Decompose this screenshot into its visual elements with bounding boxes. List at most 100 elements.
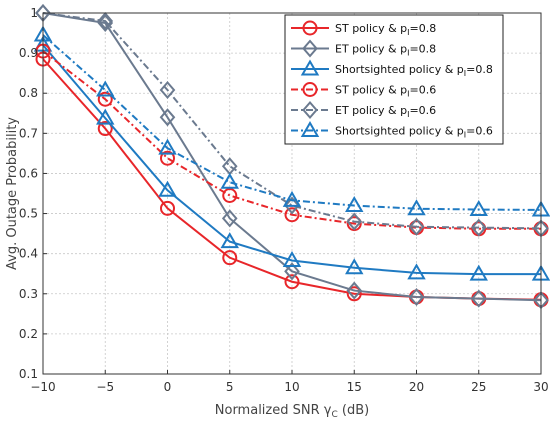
legend-label-main: ET policy & p	[335, 104, 407, 117]
legend-label: Shortsighted policy & pI=0.6	[335, 125, 493, 140]
legend-label: ST policy & pI=0.6	[335, 84, 436, 99]
data-point-marker	[220, 172, 239, 189]
series-line	[42, 34, 542, 211]
legend-entry: ST policy & pI=0.8	[291, 20, 436, 37]
legend-label-tail: =0.6	[410, 84, 437, 97]
legend-label-subscript: I	[464, 69, 466, 78]
y-axis-label: Avg. Outage Probability	[5, 117, 20, 270]
data-point-marker	[408, 287, 425, 307]
y-tick-label: 1	[30, 6, 38, 20]
data-point-marker	[470, 289, 487, 308]
legend-label-subscript: I	[407, 110, 409, 119]
data-point-marker	[160, 200, 175, 216]
data-point-marker	[407, 263, 426, 280]
y-tick-label: 0.6	[19, 166, 38, 180]
y-tick-label: 0.4	[19, 247, 38, 261]
legend-label: ST policy & pI=0.8	[335, 22, 436, 37]
data-point-marker	[158, 138, 177, 155]
legend-label-main: ST policy & p	[335, 22, 407, 35]
x-axis-label-symbol: γ	[324, 403, 332, 418]
legend-label-main: ET policy & p	[335, 43, 407, 56]
legend-label-tail: =0.8	[466, 63, 493, 76]
legend: ST policy & pI=0.8ET policy & pI=0.8Shor…	[284, 14, 504, 145]
data-point-marker	[97, 14, 114, 33]
legend-entry: ET policy & pI=0.6	[291, 100, 436, 120]
legend-label-subscript: I	[464, 131, 466, 140]
tick-labels: −10 −5 0 5 10 15 20 25 30 0.1 0.2 0.3 0.4 0.5 0.6 0.7 0.…	[19, 6, 549, 394]
legend-label-main: ST policy & p	[335, 84, 407, 97]
legend-marker	[300, 120, 320, 137]
data-point-marker	[221, 209, 238, 228]
x-tick-label: −5	[96, 380, 114, 394]
x-tick-label: 30	[533, 380, 548, 394]
legend-marker	[302, 20, 318, 36]
x-axis-label-main: Normalized SNR	[215, 403, 324, 418]
data-point-marker	[284, 196, 300, 215]
data-point-marker	[284, 274, 300, 290]
data-point-marker	[222, 188, 238, 204]
data-point-marker	[284, 207, 300, 223]
data-point-marker	[97, 121, 113, 137]
legend-entry: ST policy & pI=0.6	[291, 82, 436, 99]
data-point-marker	[407, 199, 426, 216]
legend-box	[284, 14, 504, 145]
data-point-marker	[160, 150, 175, 166]
legend-marker	[302, 39, 318, 58]
data-point-marker	[159, 80, 176, 100]
legend-label: ET policy & pI=0.6	[335, 104, 436, 119]
legend-label-subscript: I	[407, 49, 409, 58]
data-point-marker	[346, 286, 362, 302]
data-point-marker	[97, 91, 113, 107]
legend-label: ET policy & pI=0.8	[335, 43, 436, 58]
data-point-marker	[408, 217, 425, 236]
series-line	[42, 12, 542, 302]
y-tick-label: 0.5	[19, 207, 38, 221]
x-tick-label: 0	[164, 380, 172, 394]
x-axis-label: Normalized SNR γC (dB)	[215, 403, 369, 420]
y-tick-label: 0.1	[19, 367, 38, 381]
data-point-marker	[469, 200, 488, 217]
data-point-marker	[97, 11, 114, 31]
x-tick-label: 10	[284, 380, 299, 394]
y-tick-label: 0.7	[19, 126, 38, 140]
legend-label-subscript: I	[407, 90, 409, 99]
x-tick-label: 20	[409, 380, 424, 394]
x-axis-label-unit: (dB)	[338, 403, 369, 418]
data-point-marker	[159, 108, 176, 127]
data-point-marker	[469, 264, 488, 281]
series-line	[42, 50, 541, 230]
series-line	[42, 44, 541, 276]
x-axis-label-subscript: C	[331, 410, 337, 420]
legend-label-tail: =0.6	[409, 104, 436, 117]
legend-entry: Shortsighted policy & pI=0.6	[291, 120, 493, 140]
y-tick-label: 0.3	[19, 287, 38, 301]
data-point-marker	[345, 196, 364, 213]
data-point-marker	[346, 281, 363, 300]
legend-label: Shortsighted policy & pI=0.8	[335, 63, 493, 78]
x-tick-label: 25	[471, 380, 486, 394]
data-point-marker	[158, 180, 177, 197]
data-point-marker	[470, 218, 487, 237]
legend-label-tail: =0.6	[466, 125, 493, 138]
data-point-marker	[220, 232, 239, 249]
legend-marker	[300, 59, 320, 76]
y-tick-label: 0.2	[19, 327, 38, 341]
legend-marker	[302, 100, 318, 120]
legend-marker	[302, 82, 318, 97]
data-point-marker	[282, 250, 302, 267]
legend-entry: ET policy & pI=0.8	[291, 39, 436, 58]
legend-label-main: Shortsighted policy & p	[335, 63, 464, 76]
data-point-marker	[284, 262, 300, 281]
x-tick-label: 5	[226, 380, 234, 394]
x-tick-label: 15	[347, 380, 362, 394]
y-tick-label: 0.8	[19, 86, 38, 100]
series-3	[33, 35, 550, 281]
legend-entry: Shortsighted policy & pI=0.8	[291, 59, 493, 78]
y-tick-label: 0.9	[19, 46, 38, 60]
data-point-marker	[345, 258, 364, 275]
legend-label-tail: =0.8	[410, 22, 437, 35]
data-point-marker	[346, 212, 363, 231]
data-point-marker	[222, 250, 238, 266]
data-point-marker	[96, 80, 115, 97]
